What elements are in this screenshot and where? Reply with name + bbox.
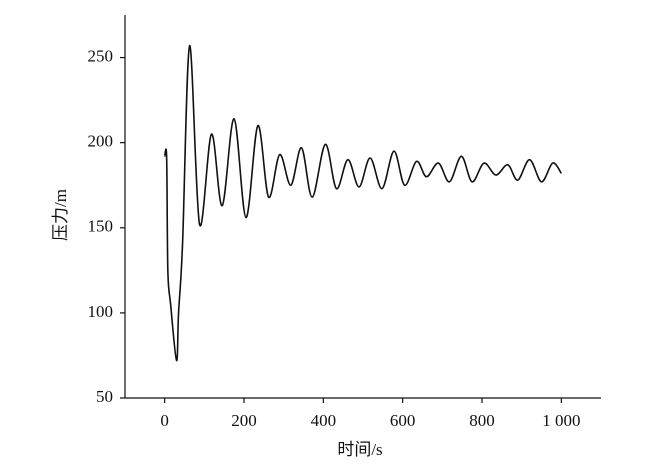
y-tick-label: 200 <box>88 132 114 151</box>
y-tick-label: 250 <box>88 46 114 65</box>
x-tick-label: 600 <box>390 411 416 430</box>
x-tick-label: 200 <box>231 411 257 430</box>
x-tick-label: 400 <box>311 411 337 430</box>
y-tick-label: 50 <box>96 387 113 406</box>
x-tick-label: 1 000 <box>542 411 580 430</box>
y-tick-label: 100 <box>88 302 114 321</box>
x-tick-label: 0 <box>160 411 169 430</box>
y-axis-label: 压力/m <box>51 189 70 241</box>
x-axis-label: 时间/s <box>337 440 382 459</box>
x-tick-label: 800 <box>469 411 495 430</box>
line <box>163 44 562 362</box>
y-tick-label: 150 <box>88 217 114 236</box>
